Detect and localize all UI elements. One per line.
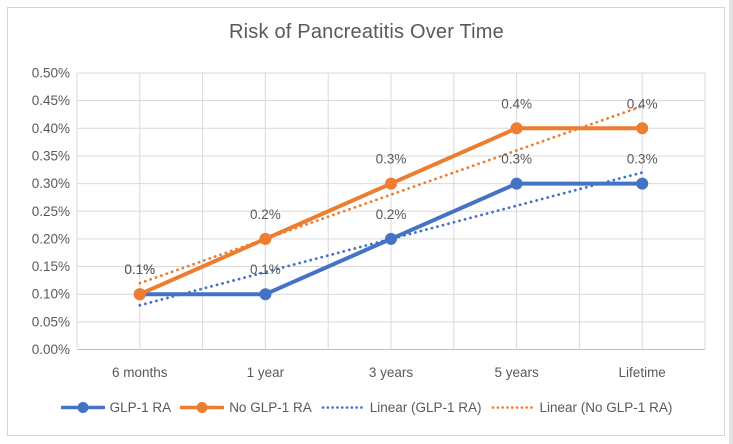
legend-dotted-line-icon	[321, 405, 365, 409]
data-point-label-glp-1-ra: 0.2%	[376, 207, 407, 222]
legend-item-label: Linear (No GLP-1 RA)	[539, 399, 673, 415]
data-point-marker-no-glp-1-ra	[636, 122, 649, 135]
data-point-marker-glp-1-ra	[510, 177, 523, 190]
data-point-label-no-glp-1-ra: 0.2%	[250, 207, 281, 222]
data-point-label-glp-1-ra: 0.3%	[627, 152, 658, 167]
data-point-label-no-glp-1-ra: 0.4%	[627, 96, 658, 111]
legend-item-linear-no-glp-1-ra: Linear (No GLP-1 RA)	[491, 399, 673, 415]
y-axis-tick-label: 0.00%	[32, 342, 70, 357]
x-axis-category-label: 1 year	[247, 365, 285, 380]
data-point-marker-no-glp-1-ra	[385, 177, 397, 190]
y-axis-tick-label: 0.10%	[32, 287, 70, 302]
x-axis-category-label: 6 months	[112, 365, 168, 380]
y-axis-tick-label: 0.25%	[32, 204, 70, 219]
data-point-label-no-glp-1-ra: 0.3%	[376, 152, 407, 167]
legend-line-marker-icon	[180, 401, 225, 413]
y-axis-tick-label: 0.50%	[32, 66, 70, 81]
trendline-linear-glp-1-ra	[138, 171, 644, 307]
data-point-marker-no-glp-1-ra	[510, 122, 523, 135]
data-point-label-glp-1-ra: 0.3%	[501, 152, 532, 167]
y-axis-tick-label: 0.30%	[32, 176, 70, 191]
y-axis-tick-label: 0.40%	[32, 121, 70, 136]
data-point-marker-glp-1-ra	[636, 177, 649, 190]
data-point-label-no-glp-1-ra: 0.4%	[501, 96, 532, 111]
legend-line-marker-icon	[60, 401, 105, 413]
trendline-linear-no-glp-1-ra	[138, 104, 644, 285]
legend-item-label: No GLP-1 RA	[229, 399, 312, 415]
page-edge-strip	[729, 0, 733, 444]
x-axis-category-label: 5 years	[494, 365, 539, 380]
y-axis-tick-label: 0.05%	[32, 314, 70, 329]
legend-item-label: GLP-1 RA	[109, 399, 172, 415]
data-point-marker-glp-1-ra	[259, 288, 272, 301]
legend-item-label: Linear (GLP-1 RA)	[369, 399, 482, 415]
legend-item-glp-1-ra: GLP-1 RA	[60, 399, 172, 415]
chart-title: Risk of Pancreatitis Over Time	[229, 21, 504, 43]
legend-dotted-line-icon	[491, 405, 534, 409]
data-point-label-glp-1-ra: 0.1%	[124, 262, 155, 277]
y-axis-tick-label: 0.45%	[32, 93, 70, 108]
legend-item-no-glp-1-ra: No GLP-1 RA	[180, 400, 312, 415]
y-axis-tick-label: 0.15%	[32, 259, 70, 274]
y-axis-tick-label: 0.20%	[32, 231, 70, 246]
x-axis-category-label: Lifetime	[619, 365, 666, 380]
data-point-label-glp-1-ra: 0.1%	[250, 262, 281, 277]
chart-frame	[7, 7, 725, 436]
legend-item-linear-glp-1-ra: Linear (GLP-1 RA)	[321, 400, 482, 415]
chart-legend: GLP-1 RA No GLP-1 RA Linear (GLP-1 RA) Line…	[8, 396, 725, 418]
y-axis-tick-label: 0.35%	[32, 148, 70, 163]
x-axis-category-label: 3 years	[369, 365, 414, 380]
data-point-marker-no-glp-1-ra	[259, 232, 272, 245]
data-point-marker-glp-1-ra	[385, 232, 397, 245]
data-point-marker-no-glp-1-ra	[133, 288, 146, 301]
data-point-label-no-glp-1-ra: 0.1%	[124, 262, 155, 277]
